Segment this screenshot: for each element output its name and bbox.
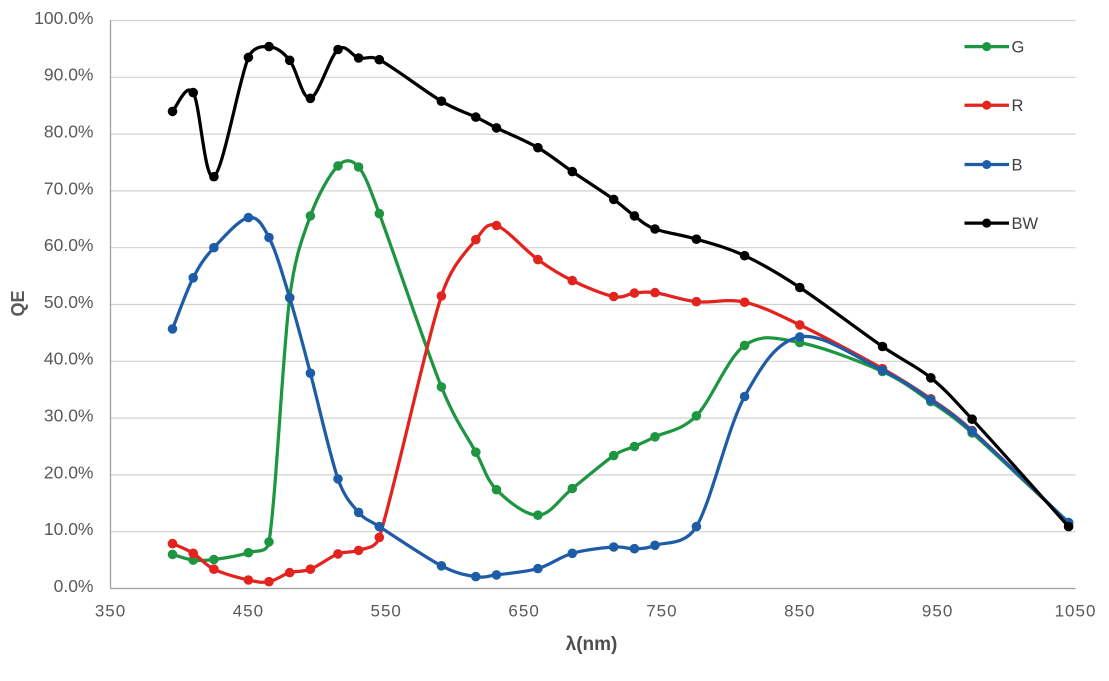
- svg-text:650: 650: [508, 602, 539, 621]
- svg-text:1050: 1050: [1055, 602, 1097, 621]
- svg-text:R: R: [1012, 97, 1024, 115]
- svg-text:0.0%: 0.0%: [54, 576, 94, 596]
- svg-text:550: 550: [371, 602, 402, 621]
- svg-text:30.0%: 30.0%: [44, 406, 94, 426]
- svg-text:B: B: [1012, 157, 1023, 175]
- svg-text:850: 850: [784, 602, 815, 621]
- svg-text:950: 950: [922, 602, 953, 621]
- svg-text:350: 350: [95, 602, 126, 621]
- svg-text:750: 750: [646, 602, 677, 621]
- svg-text:40.0%: 40.0%: [44, 349, 94, 369]
- svg-text:90.0%: 90.0%: [44, 65, 94, 85]
- svg-text:20.0%: 20.0%: [44, 462, 94, 482]
- svg-text:10.0%: 10.0%: [44, 519, 94, 539]
- svg-text:100.0%: 100.0%: [34, 8, 93, 28]
- svg-text:G: G: [1012, 39, 1025, 57]
- svg-text:60.0%: 60.0%: [44, 235, 94, 255]
- svg-text:50.0%: 50.0%: [44, 292, 94, 312]
- svg-text:450: 450: [233, 602, 264, 621]
- svg-text:70.0%: 70.0%: [44, 178, 94, 198]
- svg-text:80.0%: 80.0%: [44, 122, 94, 142]
- svg-text:λ(nm): λ(nm): [566, 634, 618, 655]
- svg-text:QE: QE: [8, 290, 28, 316]
- svg-text:BW: BW: [1012, 215, 1039, 233]
